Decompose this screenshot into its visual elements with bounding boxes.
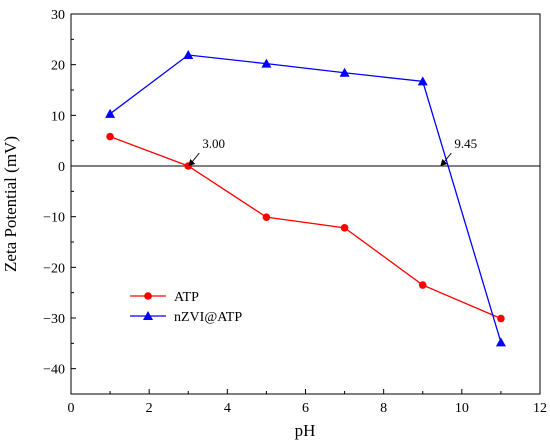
y-tick-label: −40: [43, 363, 65, 378]
annotation-arrowhead: [440, 159, 448, 166]
legend-label-atp: ATP: [174, 290, 199, 305]
data-point-atp: [262, 213, 271, 221]
x-tick-label: 8: [380, 401, 387, 416]
annotation-label: 9.45: [454, 136, 477, 151]
y-tick-label: 10: [51, 109, 65, 124]
plot-frame: [70, 13, 541, 395]
data-point-nzvi-atp: [417, 76, 428, 86]
x-tick-label: 4: [224, 401, 231, 416]
y-tick-label: −20: [43, 261, 65, 276]
x-axis-ticks: 0 2 4 6 8 10 12: [68, 389, 547, 416]
y-tick-label: −30: [43, 312, 65, 327]
annotation-layer: 3.00 9.45: [188, 136, 477, 166]
x-axis-label: pH: [295, 421, 316, 440]
series-nzvi-atp: [105, 50, 506, 347]
legend: ATP nZVI@ATP: [130, 290, 242, 325]
annotation-label: 3.00: [202, 136, 225, 151]
annotation-arrowhead: [188, 159, 196, 166]
series-layer: [105, 50, 506, 347]
legend-label-nzvi-atp: nZVI@ATP: [174, 310, 242, 325]
data-point-nzvi-atp: [105, 108, 116, 118]
x-tick-label: 12: [533, 401, 547, 416]
y-axis-label: Zeta Potential (mV): [1, 136, 20, 272]
data-point-nzvi-atp: [495, 337, 506, 347]
series-atp: [106, 132, 505, 323]
data-point-atp: [106, 132, 114, 141]
annotation-arrow: [442, 152, 452, 164]
data-point-atp: [340, 224, 349, 232]
data-point-nzvi-atp: [261, 58, 272, 68]
y-tick-label: −10: [43, 211, 65, 226]
y-tick-label: 20: [51, 59, 65, 74]
y-tick-label: 30: [51, 8, 65, 23]
data-point-atp: [418, 281, 427, 289]
x-tick-label: 2: [146, 401, 153, 416]
y-tick-label: 0: [58, 160, 65, 175]
series-line-nzvi-atp: [109, 54, 502, 343]
x-tick-label: 6: [302, 401, 309, 416]
x-tick-label: 10: [455, 401, 469, 416]
y-axis-ticks: −40 −30 −20 −10 0 10 20 30: [43, 8, 76, 378]
data-point-atp: [497, 314, 505, 323]
legend-marker-nzvi-atp: [143, 311, 153, 320]
x-tick-label: 0: [68, 401, 75, 416]
series-line-atp: [109, 136, 502, 320]
data-point-nzvi-atp: [183, 50, 194, 60]
legend-marker-atp: [144, 292, 152, 300]
data-point-nzvi-atp: [339, 67, 350, 77]
